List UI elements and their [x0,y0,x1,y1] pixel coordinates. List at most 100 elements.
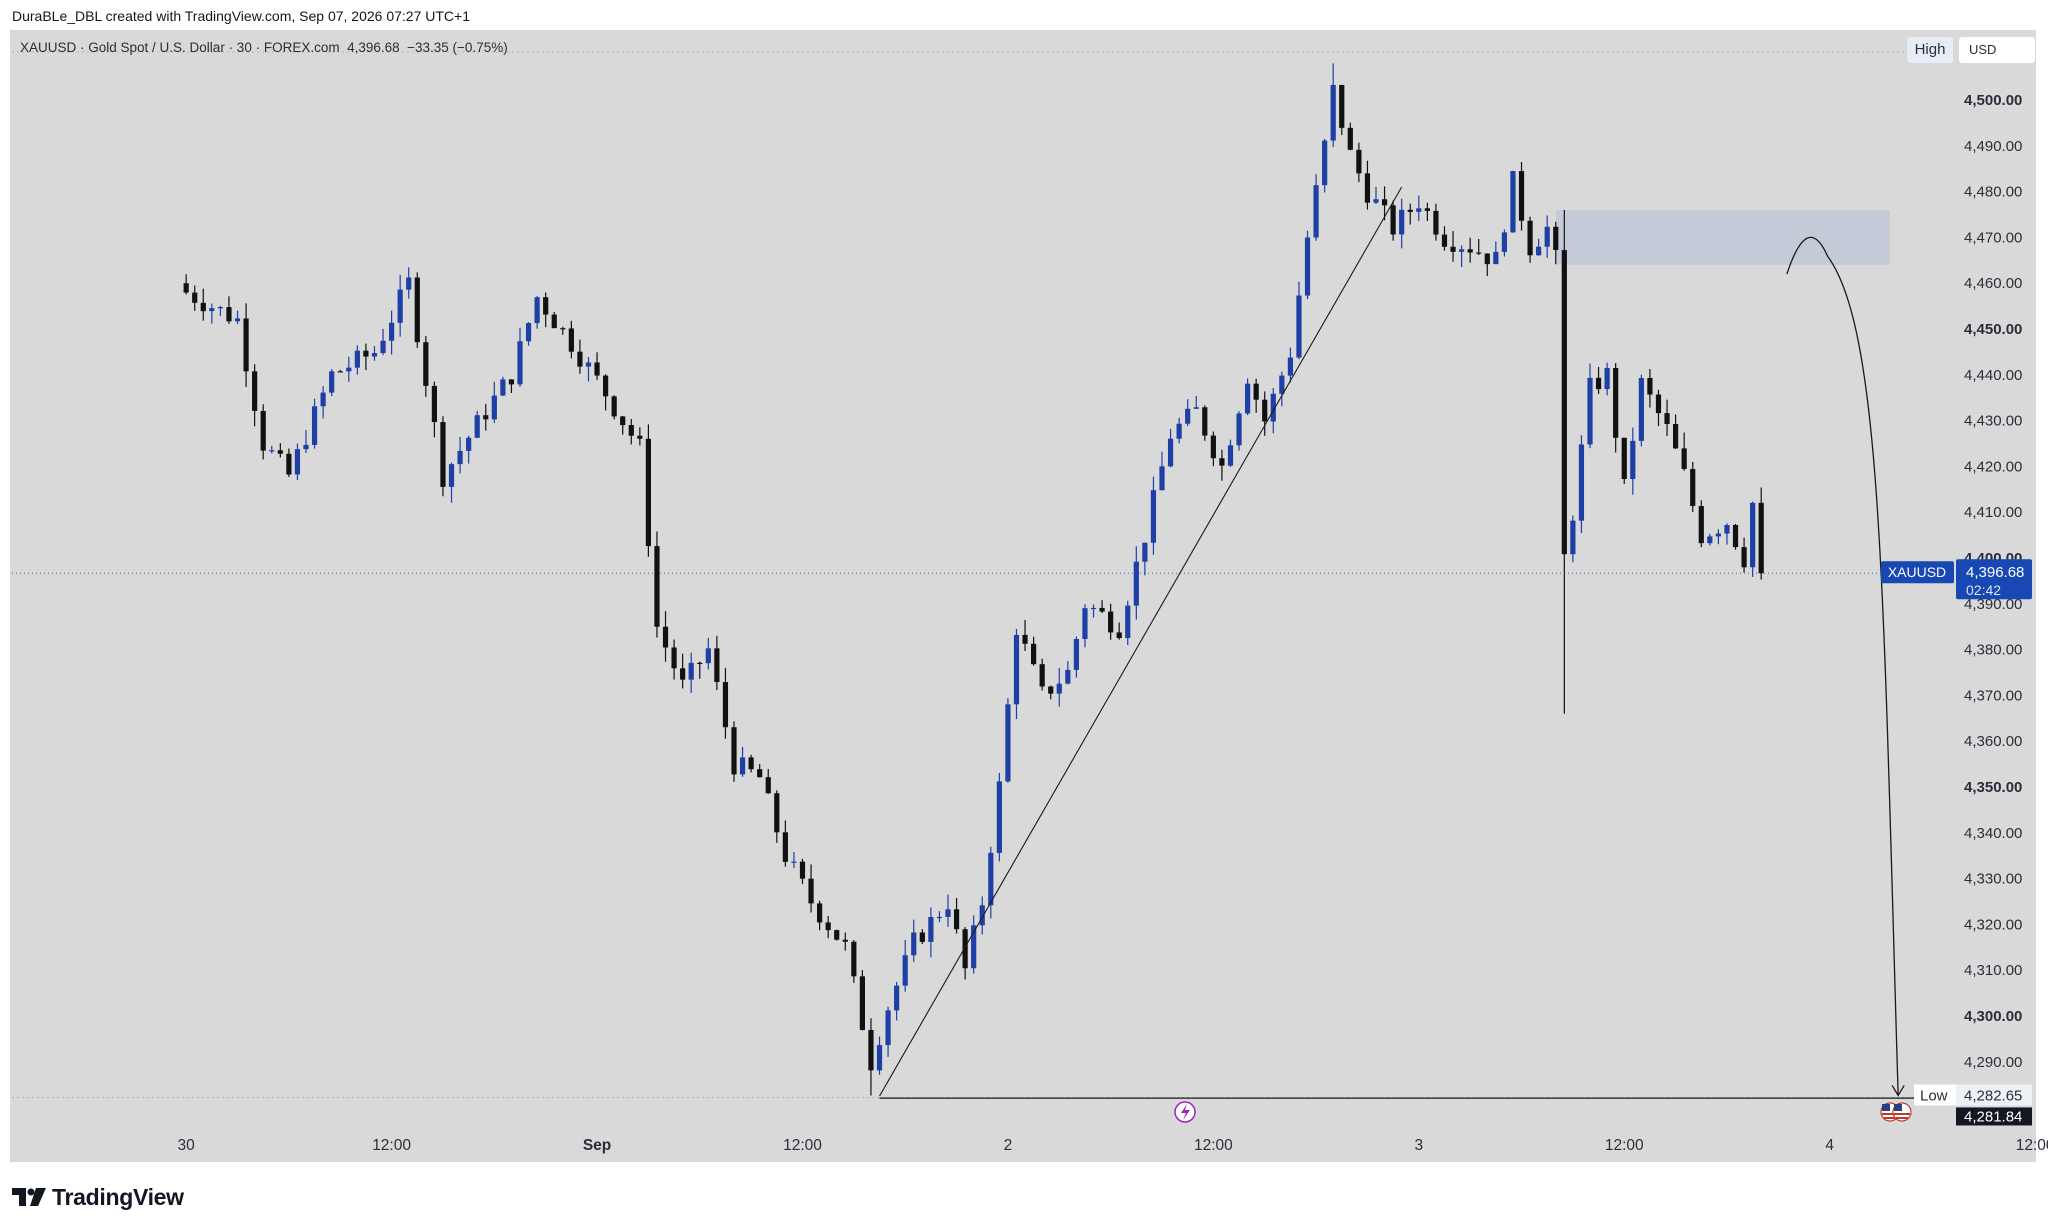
candle-body [1039,664,1045,687]
candle-body [876,1045,883,1071]
candle-body [294,449,301,475]
symbol-badge-label: XAUUSD [1888,564,1946,580]
candle-body [628,425,634,436]
price-tick-label: 4,410.00 [1964,504,2022,521]
candle-body [346,367,352,372]
last-low-box [1956,1107,2032,1126]
candle-body [1459,249,1465,252]
candle-body [1630,440,1636,479]
candle-body [508,379,515,385]
candle-body [782,832,788,862]
supply-zone [1555,209,1890,265]
candle-body [774,793,780,833]
candle-body [192,292,198,303]
candle-body [1082,608,1088,640]
high-button[interactable]: High [1907,37,1953,63]
candle-body [885,1010,891,1046]
price-tick-label: 4,340.00 [1964,825,2022,842]
projection-arrow [1786,236,1899,1096]
candle-body [637,435,643,439]
candle-body [1099,607,1105,612]
candle-body [1655,394,1662,414]
flag-canton [1894,1104,1902,1111]
candle-body [654,546,660,627]
time-tick-label: Sep [583,1137,611,1154]
candle-body [1638,377,1644,441]
price-tick-label: 4,460.00 [1964,275,2022,292]
candle-body [1005,704,1011,782]
price-tick-label: 4,300.00 [1964,1008,2022,1025]
price-tick-label: 4,440.00 [1964,367,2022,384]
candle-body [765,777,771,794]
low-value-label: 4,282.65 [1964,1087,2022,1104]
candle-body [1399,209,1405,235]
last-low-label: 4,281.84 [1964,1108,2022,1125]
candle-body [611,396,617,417]
candle-body [1484,253,1490,265]
candle-body [902,955,908,986]
candle-body [868,1029,874,1071]
symbol-legend[interactable]: XAUUSD · Gold Spot / U.S. Dollar · 30 · … [20,40,508,55]
candle-body [705,648,711,664]
time-tick-label: 3 [1414,1137,1423,1154]
candle-body [1698,506,1704,544]
candle-body [406,277,412,290]
currency-button[interactable]: USD [1959,37,2035,63]
candle-body [226,307,232,322]
candle-body [1048,686,1054,694]
tradingview-logo[interactable]: TradingView [12,1183,184,1211]
candle-body [791,861,797,863]
low-tag-label: Low [1920,1087,1948,1104]
candle-body [1322,140,1328,186]
candle-body [1750,502,1756,568]
candle-body [1390,205,1396,235]
candles-layer [183,63,1764,1096]
candle-body [423,342,429,386]
candle-body [1664,413,1670,425]
candle-body [1236,413,1242,446]
candle-body [1185,408,1191,424]
drawings-layer [879,186,1920,1099]
candle-body [329,371,335,393]
candle-body [448,464,455,487]
candle-body [354,350,360,368]
time-tick-label: 2 [1004,1137,1013,1154]
candle-body [1433,210,1439,235]
candle-body [1219,458,1225,466]
candle-body [1416,208,1422,212]
candle-body [1595,377,1602,390]
candle-body [234,318,241,322]
price-tick-label: 4,330.00 [1964,871,2022,888]
candle-body [1536,246,1542,256]
low-value-box [1956,1084,2032,1106]
time-axis[interactable]: 3012:00Sep12:00212:00312:00412:00612:008… [178,1137,2048,1154]
candle-body [1510,171,1516,233]
candle-body [1373,199,1379,203]
last-price-badge [1956,559,2032,600]
candle-body [380,340,386,354]
candle-body [517,341,523,385]
candle-body [320,392,326,407]
candle-body [525,323,532,342]
candle-body [577,351,583,367]
candle-body [979,905,985,926]
candle-body [1527,220,1533,256]
price-tick-label: 4,290.00 [1964,1054,2022,1071]
candle-body [1245,383,1251,414]
price-tick-label: 4,430.00 [1964,413,2022,430]
candle-body [945,909,951,917]
candle-body [337,371,343,373]
candle-body [1167,438,1174,467]
candle-body [714,648,720,683]
supply-zone-layer [1555,209,1890,265]
price-tick-label: 4,480.00 [1964,184,2022,201]
candle-body [799,861,806,879]
price-tick-label: 4,450.00 [1964,321,2022,338]
candle-body [1296,295,1302,358]
candle-body [1176,423,1182,439]
candle-body [731,727,737,775]
candle-body [851,941,857,977]
candle-body [534,297,540,324]
candle-body [1450,246,1456,252]
